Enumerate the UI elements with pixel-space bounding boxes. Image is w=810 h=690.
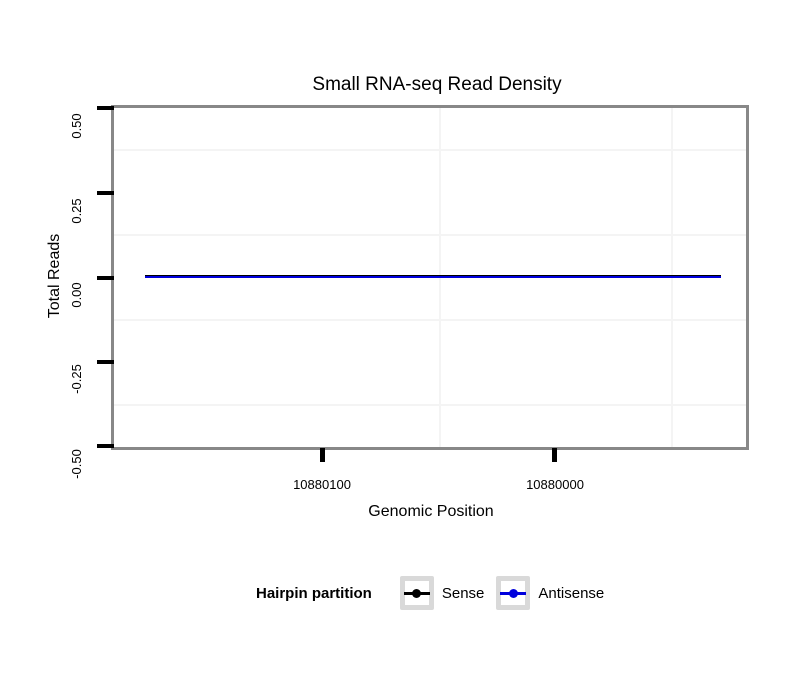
y-tick: [97, 444, 114, 448]
plot-panel: [111, 105, 749, 450]
x-tick: [320, 448, 325, 462]
x-tick: [552, 448, 557, 462]
gridline-minor-h: [114, 404, 746, 406]
y-tick: [97, 191, 114, 195]
legend: Hairpin partition Sense Antisense: [256, 576, 616, 610]
y-axis-title: Total Reads: [46, 233, 63, 319]
legend-label-sense: Sense: [441, 584, 485, 602]
legend-title: Hairpin partition: [256, 584, 372, 602]
y-tick-label: 0.25: [69, 198, 84, 224]
y-tick: [97, 276, 114, 280]
y-tick: [97, 106, 114, 110]
y-tick: [97, 360, 114, 364]
x-tick-label: 10880000: [526, 477, 584, 492]
antisense-legend-key-icon: [496, 576, 531, 610]
sense-key-dot-icon: [412, 588, 422, 598]
y-tick-label: 0.50: [69, 113, 84, 139]
y-tick-label: -0.25: [69, 364, 84, 394]
antisense-series-line: [145, 276, 721, 278]
gridline-minor-h: [114, 319, 746, 321]
x-tick-label: 10880100: [293, 477, 351, 492]
y-tick-label: 0.00: [69, 282, 84, 308]
antisense-key-dot-icon: [508, 588, 518, 598]
y-tick-label: -0.50: [69, 449, 84, 479]
plot-title: Small RNA-seq Read Density: [312, 74, 562, 95]
sense-legend-key-icon: [399, 576, 434, 610]
x-axis-title: Genomic Position: [368, 503, 494, 520]
legend-label-antisense: Antisense: [538, 584, 605, 602]
gridline-minor-h: [114, 149, 746, 151]
gridline-minor-h: [114, 234, 746, 236]
